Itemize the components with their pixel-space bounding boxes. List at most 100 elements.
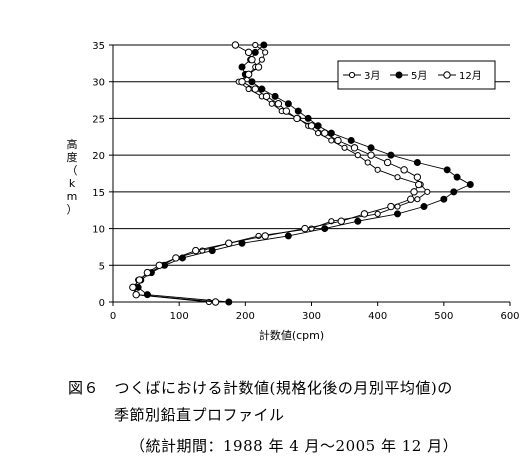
series-3-point-7 — [192, 246, 200, 255]
series-2-point-7 — [208, 247, 216, 255]
series-1-point-22 — [328, 137, 335, 144]
series-2-point-9 — [284, 232, 292, 240]
legend-label-1: 3月 — [364, 70, 380, 82]
series-1-point-18 — [374, 166, 381, 173]
series-2-point-35 — [260, 41, 268, 49]
y-tick-label-0: 0 — [99, 298, 105, 309]
series-3-point-27 — [274, 100, 283, 108]
series-group — [129, 41, 474, 306]
legend-marker-1 — [348, 71, 356, 79]
series-3-point-1 — [132, 290, 140, 299]
y-tick-label-25: 25 — [92, 114, 105, 125]
series-1-point-14 — [414, 196, 421, 203]
series-3-point-16 — [414, 180, 423, 189]
series-1-point-12 — [374, 210, 381, 217]
figure-caption-line1: 図６ つくばにおける計数値(規格化後の月別平均値)の — [68, 379, 453, 397]
y-tick-labels: 0 5 10 15 20 25 30 35 — [92, 41, 105, 309]
series-3-point-22 — [334, 136, 342, 145]
series-3-point-15 — [410, 188, 418, 196]
series-3-point-2 — [129, 283, 137, 292]
series-3-point-11 — [337, 217, 345, 225]
legend: 3月 5月 12月 — [337, 60, 496, 90]
series-2-point-25 — [304, 114, 312, 122]
series-3-point-26 — [282, 107, 291, 115]
series-1-point-27 — [268, 100, 275, 107]
series-2-point-18 — [443, 166, 451, 174]
series-3-point-30 — [238, 78, 246, 86]
series-3-point-31 — [244, 70, 253, 79]
x-tick-label-0: 0 — [110, 311, 116, 322]
series-1-point-20 — [354, 152, 361, 159]
series-3-point-13 — [387, 202, 395, 211]
series-3-point-23 — [321, 129, 329, 137]
series-2-point-13 — [420, 203, 428, 211]
series-2-point-17 — [453, 173, 461, 181]
x-tick-label-300: 300 — [302, 311, 321, 322]
series-1-point-15 — [424, 188, 431, 195]
x-tick-label-200: 200 — [236, 311, 255, 322]
series-2-point-12 — [394, 210, 402, 218]
x-tick-label-400: 400 — [368, 311, 387, 322]
series-2-point-34 — [251, 48, 259, 56]
series-2-point-0 — [225, 298, 233, 306]
series-3-point-25 — [293, 114, 301, 123]
series-1-point-35 — [252, 41, 259, 49]
series-1-point-33 — [258, 56, 265, 63]
series-3-point-6 — [172, 254, 180, 262]
series-3-point-0 — [211, 298, 220, 306]
series-2-point-19 — [413, 158, 421, 166]
x-axis-title: 計数値(cpm) — [259, 328, 324, 342]
series-3-point-19 — [383, 158, 392, 167]
series-2-point-30 — [248, 78, 256, 86]
x-tick-labels: 0 100 200 300 400 500 600 — [110, 311, 520, 322]
series-1-point-23 — [315, 130, 322, 137]
series-1-point-19 — [364, 159, 371, 166]
series-2-point-29 — [258, 85, 266, 93]
series-3-point-4 — [143, 268, 152, 277]
series-3-point-21 — [350, 144, 359, 152]
legend-label-2: 5月 — [411, 70, 427, 82]
series-2-point-14 — [440, 195, 448, 203]
series-3-point-24 — [307, 122, 316, 130]
series-3-point-34 — [244, 48, 253, 57]
chart: 0 100 200 300 400 500 600 0 5 10 15 20 25 30 35 計数値(c… — [67, 41, 520, 342]
series-1-point-34 — [262, 49, 269, 56]
series-1-point-17 — [394, 174, 401, 181]
series-2-point-1 — [143, 291, 151, 299]
series-3-point-18 — [400, 166, 408, 174]
series-3-point-10 — [301, 224, 309, 233]
legend-marker-3 — [443, 71, 451, 79]
series-3-point-8 — [225, 239, 233, 247]
series-3-point-20 — [367, 151, 375, 159]
series-2-point-32 — [238, 63, 246, 71]
series-3-point-12 — [360, 210, 369, 218]
axes — [109, 44, 511, 306]
series-2-point-21 — [367, 144, 375, 152]
series-2 — [134, 41, 474, 306]
series-2-point-11 — [354, 217, 362, 225]
series-2-point-16 — [466, 181, 474, 189]
series-1-point-29 — [245, 85, 252, 93]
series-3-point-5 — [155, 261, 164, 269]
y-axis-title: 高度（ k m） — [67, 137, 78, 216]
legend-marker-2 — [395, 71, 403, 79]
series-3-point-29 — [251, 85, 259, 93]
x-tick-label-100: 100 — [170, 311, 189, 322]
series-2-point-26 — [294, 107, 302, 115]
series-3-point-9 — [261, 232, 269, 240]
series-2-point-28 — [271, 92, 279, 100]
series-2-point-22 — [347, 136, 355, 144]
series-2-point-20 — [387, 151, 395, 159]
series-2-point-15 — [450, 188, 458, 196]
figure-caption-line2: 季節別鉛直プロファイル — [114, 406, 285, 424]
series-3-point-33 — [248, 55, 256, 64]
series-2-point-27 — [284, 100, 292, 108]
x-tick-label-600: 600 — [500, 311, 519, 322]
y-tick-label-30: 30 — [92, 78, 105, 89]
series-2-point-10 — [321, 225, 329, 233]
series-3-point-17 — [413, 173, 422, 181]
x-tick-label-500: 500 — [434, 311, 453, 322]
series-3-point-14 — [407, 195, 415, 203]
y-tick-label-10: 10 — [92, 225, 105, 236]
series-3-point-32 — [254, 63, 263, 71]
